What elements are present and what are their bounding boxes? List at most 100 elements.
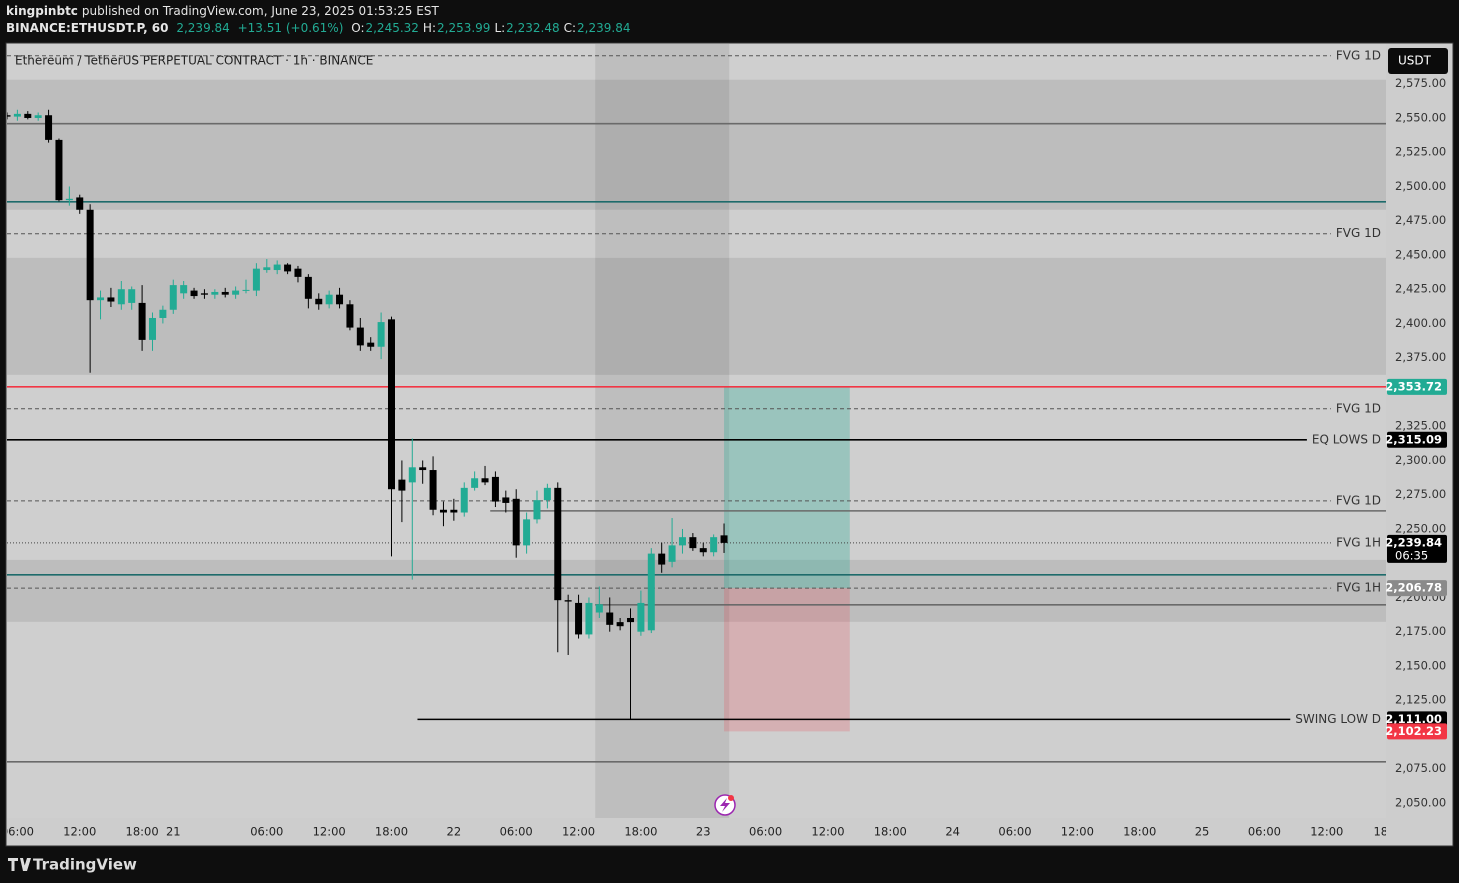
currency[interactable]: USDT xyxy=(1398,54,1432,68)
candle-body xyxy=(304,276,312,299)
y-tick-label: 2,250.00 xyxy=(1395,521,1446,535)
y-tick-label: 2,075.00 xyxy=(1395,761,1446,775)
change: +13.51 (+0.61%) xyxy=(237,21,344,35)
candle-body xyxy=(419,467,427,471)
candle-body xyxy=(315,298,323,305)
x-tick-label: 23 xyxy=(696,825,711,839)
candle-body xyxy=(55,139,63,201)
level-label: FVG 1D xyxy=(1336,401,1381,415)
x-tick-label: 06:00 xyxy=(998,825,1031,839)
ohlc-label: O: xyxy=(351,21,365,35)
price-tag: 2,353.72 xyxy=(1385,379,1442,393)
x-tick-label: 18:00 xyxy=(874,825,907,839)
candle-body xyxy=(533,500,541,520)
tv-logo xyxy=(8,858,31,871)
x-tick-label: 18 xyxy=(1373,825,1388,839)
published: published on TradingView.com, June 23, 2… xyxy=(81,4,439,18)
level-label: FVG 1D xyxy=(1336,226,1381,240)
y-tick-label: 2,400.00 xyxy=(1395,316,1446,330)
symbol-line: BINANCE:ETHUSDT.P, 60 2,239.84 +13.51 (+… xyxy=(6,21,638,35)
stop-tag: 2,102.23 xyxy=(1385,724,1442,738)
candle-body xyxy=(200,293,208,295)
candle-body xyxy=(377,322,385,347)
candle-body xyxy=(284,264,292,272)
candle-body xyxy=(117,289,125,305)
candle-body xyxy=(668,545,676,562)
candle-body xyxy=(325,294,333,305)
y-tick-label: 2,450.00 xyxy=(1395,247,1446,261)
y-tick-label: 2,325.00 xyxy=(1395,419,1446,433)
candle-body xyxy=(336,294,344,305)
ohlc-label: H: xyxy=(422,21,436,35)
candle-body xyxy=(637,602,645,632)
candle-body xyxy=(356,327,364,346)
candle-body xyxy=(76,197,84,210)
candle-body xyxy=(221,291,229,295)
level-label: FVG 1D xyxy=(1336,493,1381,507)
candle-body xyxy=(575,602,583,635)
candle-body xyxy=(699,548,707,553)
candle-body xyxy=(86,209,94,301)
symbol: BINANCE:ETHUSDT.P, 60 xyxy=(6,21,169,35)
session-band xyxy=(595,44,730,818)
level-label: FVG 1D xyxy=(1336,48,1381,62)
x-tick-label: 06:00 xyxy=(749,825,782,839)
publish-line: kingpinbtc published on TradingView.com, … xyxy=(6,4,443,18)
candle-body xyxy=(180,285,188,294)
lightning-glyph xyxy=(720,798,730,812)
level-label: FVG 1H xyxy=(1336,581,1381,595)
candle-body xyxy=(7,115,11,117)
last-price: 2,239.84 xyxy=(176,21,230,35)
x-tick-label: 24 xyxy=(945,825,960,839)
x-tick-label: 12:00 xyxy=(63,825,96,839)
candle-body xyxy=(439,509,447,513)
candle-body xyxy=(367,342,375,347)
candle-body xyxy=(211,291,219,295)
y-tick-label: 2,050.00 xyxy=(1395,795,1446,809)
candle-body xyxy=(523,519,531,546)
level-label: EQ LOWS D xyxy=(1312,432,1381,446)
publisher[interactable]: kingpinbtc xyxy=(6,4,78,18)
currency-button[interactable] xyxy=(1388,48,1448,74)
zone xyxy=(7,79,1386,210)
x-tick-label: 18:00 xyxy=(126,825,159,839)
candle-body xyxy=(408,467,416,483)
ohlc-value: 2,245.32 xyxy=(365,21,419,35)
price-tag-bg xyxy=(1387,378,1447,395)
candle-body xyxy=(169,285,177,310)
candle-body xyxy=(543,487,551,501)
x-tick-label: 22 xyxy=(447,825,462,839)
candle-body xyxy=(429,470,437,510)
x-tick-label: 06:00 xyxy=(250,825,283,839)
x-tick-label: 21 xyxy=(166,825,181,839)
candle-body xyxy=(128,289,136,303)
candle-body xyxy=(502,497,510,503)
y-tick-label: 2,275.00 xyxy=(1395,487,1446,501)
candle-body xyxy=(720,535,728,543)
candle-body xyxy=(616,622,624,627)
ohlc-label: C: xyxy=(563,21,577,35)
price-tag: 2,315.09 xyxy=(1385,432,1442,446)
x-tick-label: 06:00 xyxy=(1248,825,1281,839)
candle-body xyxy=(190,290,198,297)
candle-body xyxy=(450,509,458,513)
candle-body xyxy=(564,600,572,602)
brand[interactable]: TradingView xyxy=(33,856,137,874)
candle-body xyxy=(398,479,406,491)
zone xyxy=(7,257,1386,375)
candle-body xyxy=(24,113,32,118)
x-tick-label: 18:00 xyxy=(624,825,657,839)
candle-body xyxy=(232,290,240,295)
candle-body xyxy=(107,297,115,302)
level-label: SWING LOW D xyxy=(1295,712,1381,726)
y-tick-label: 2,175.00 xyxy=(1395,624,1446,638)
candle-body xyxy=(606,612,614,625)
candle-body xyxy=(689,537,697,549)
ohlc: O:2,245.32 H:2,253.99 L:2,232.48 C:2,239.84 xyxy=(351,21,634,35)
x-tick-label: 12:00 xyxy=(562,825,595,839)
notification-dot xyxy=(728,795,734,801)
price-tag: 2,111.00 xyxy=(1385,712,1442,726)
candle-body xyxy=(13,113,21,117)
